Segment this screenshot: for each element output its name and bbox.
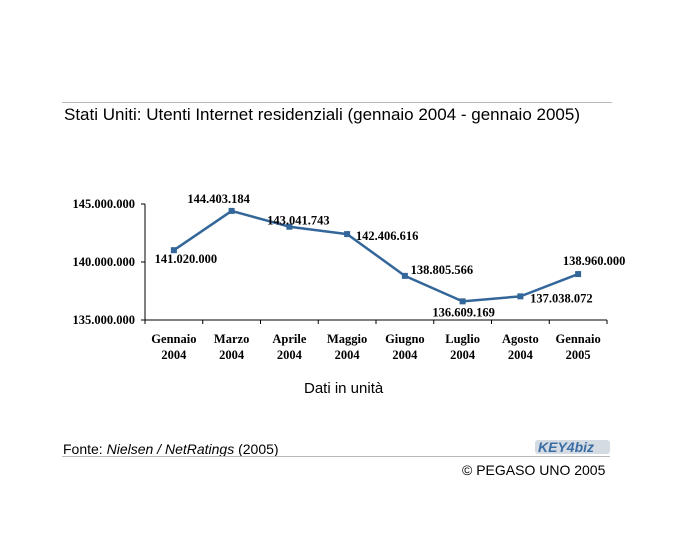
unit-note: Dati in unità [304,380,384,397]
x-tick-label-year: 2004 [450,348,476,362]
x-tick-label: Aprile [272,332,306,346]
data-label: 137.038.072 [530,291,593,305]
data-label: 136.609.169 [432,305,495,319]
data-point [344,231,351,238]
data-point [170,247,177,254]
source-name: Nielsen / NetRatings [106,441,235,457]
x-tick-label: Maggio [327,332,367,346]
data-point [575,271,582,278]
series-line [173,209,579,303]
key4biz-logo: KEY4biz [535,439,610,455]
x-tick-label-year: 2004 [277,348,303,362]
x-tick-label-year: 2005 [566,348,591,362]
data-point [459,298,466,305]
title-top-rule [62,102,612,103]
x-tick-label: Giugno [385,332,425,346]
x-tick-label: Marzo [214,332,249,346]
data-label: 143.041.743 [267,214,330,228]
data-label: 142.406.616 [356,229,419,243]
x-tick-label-year: 2004 [161,348,187,362]
source-note: Fonte: Nielsen / NetRatings (2005) [63,441,279,457]
chart-title: Stati Uniti: Utenti Internet residenzial… [64,105,580,124]
x-tick-label-year: 2004 [219,348,245,362]
source-prefix: Fonte: [63,441,107,457]
data-label: 144.403.184 [187,192,250,206]
x-tick-label-year: 2004 [392,348,418,362]
data-point [517,293,524,300]
x-tick-label: Luglio [445,332,480,346]
logo-text: KEY4biz [538,439,594,455]
x-tick-label-year: 2004 [335,348,361,362]
x-tick-label-year: 2004 [508,348,534,362]
data-point [228,207,235,214]
x-tick-label: Gennaio [151,332,196,346]
copyright: © PEGASO UNO 2005 [462,462,606,478]
y-tick-label: 140.000.000 [73,255,136,269]
source-suffix: (2005) [234,441,279,457]
footer-rule [62,456,610,457]
x-tick-label: Gennaio [556,332,601,346]
data-label: 141.020.000 [155,252,218,266]
x-tick-label: Agosto [502,332,539,346]
data-point [286,223,293,230]
y-tick-label: 145.000.000 [73,197,136,211]
data-label: 138.960.000 [563,254,626,268]
data-point [401,272,408,279]
data-label: 138.805.566 [411,263,474,277]
y-tick-label: 135.000.000 [73,313,136,327]
